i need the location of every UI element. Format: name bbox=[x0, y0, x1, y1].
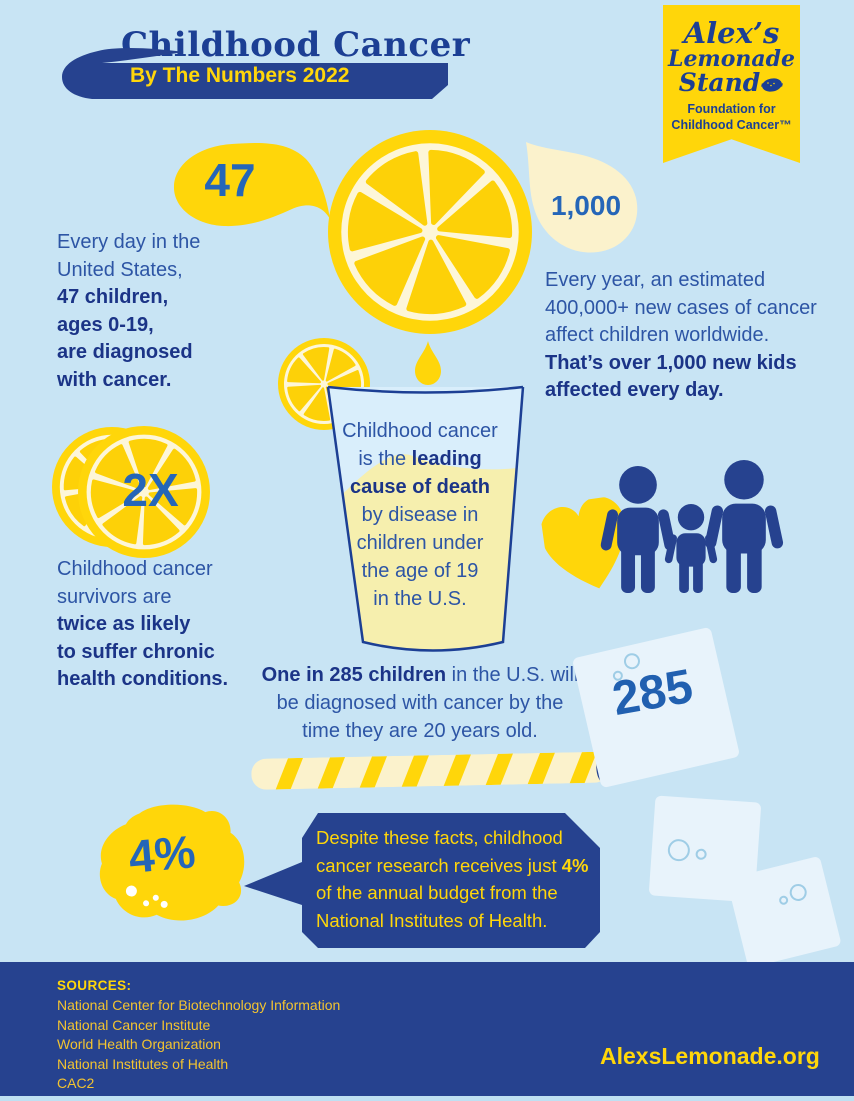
ice-cube-icon-285: 285 bbox=[571, 626, 741, 789]
bubble-icon bbox=[787, 882, 809, 903]
text-line: That’s over 1,000 new kids bbox=[545, 351, 797, 374]
text-line: 400,000+ new cases of cancer bbox=[545, 296, 817, 319]
text-line: with cancer. bbox=[57, 368, 172, 391]
text-line: National Cancer Institute bbox=[57, 1016, 211, 1033]
alexs-lemonade-stand-logo: Alex’s Lemonade Stand Foundation for Chi… bbox=[663, 5, 800, 163]
bottom-edge-strip bbox=[0, 1096, 854, 1101]
logo-sub-line2: Childhood Cancer™ bbox=[671, 117, 792, 132]
speech-bubble bbox=[244, 813, 600, 948]
drop-icon-1000 bbox=[526, 142, 638, 253]
lemonade-glass-icon bbox=[326, 385, 525, 652]
stat-47-number: 47 bbox=[204, 154, 256, 206]
text-line: ages 0-19, bbox=[57, 313, 154, 336]
glass-text: Childhood cancer is the leading cause of d… bbox=[322, 417, 518, 613]
page-title: Childhood Cancer bbox=[121, 25, 471, 65]
text-line: One in 285 children in the U.S. will bbox=[261, 664, 579, 686]
stat-4pct-number: 4% bbox=[126, 825, 198, 883]
lemon-slice-icon-large bbox=[328, 130, 532, 334]
stat-47-text: Every day in the United States, 47 childre… bbox=[57, 229, 297, 394]
logo-sub-line1: Foundation for bbox=[687, 102, 776, 116]
text-line: United States, bbox=[57, 258, 183, 281]
text-line: cancer research receives just 4% bbox=[316, 854, 589, 876]
text-line: affect children worldwide. bbox=[545, 324, 770, 346]
heart-icon bbox=[540, 496, 625, 589]
banner-swoosh bbox=[62, 48, 448, 99]
straw-icon bbox=[251, 751, 610, 790]
lemon-slice-icon-2x bbox=[52, 426, 210, 558]
text-line: cause of death bbox=[349, 476, 491, 498]
text-line: 47 children, bbox=[57, 286, 169, 308]
text-line: Every year, an estimated bbox=[545, 269, 766, 291]
sources-label: SOURCES: bbox=[57, 978, 132, 993]
lemon-icon-4pct bbox=[99, 804, 245, 921]
text-line: World Health Organization bbox=[57, 1036, 221, 1052]
text-line: Childhood cancer bbox=[342, 420, 498, 442]
text-line: survivors are bbox=[57, 585, 172, 608]
bubble-icon bbox=[667, 838, 691, 862]
bubble-text: Despite these facts, childhood cancer res… bbox=[316, 824, 594, 934]
text-line: twice as likely bbox=[57, 613, 191, 635]
stat-285-text: One in 285 children in the U.S. will be d… bbox=[250, 661, 590, 745]
bubble-icon bbox=[695, 848, 707, 861]
text-line: to suffer chronic bbox=[57, 640, 215, 663]
text-line: health conditions. bbox=[57, 668, 229, 690]
text-line: are diagnosed bbox=[57, 341, 193, 363]
footer-band bbox=[0, 962, 854, 1101]
text-line: children under bbox=[356, 532, 484, 554]
text-line: be diagnosed with cancer by the bbox=[276, 692, 564, 714]
text-line: Every day in the bbox=[57, 231, 201, 253]
logo-name-line1: Alex’s bbox=[683, 16, 780, 50]
stat-1000-text: Every year, an estimated 400,000+ new cas… bbox=[545, 267, 820, 405]
website-url: AlexsLemonade.org bbox=[600, 1043, 820, 1069]
text-line: by disease in bbox=[361, 504, 479, 526]
text-line: National Institutes of Health bbox=[57, 1055, 229, 1072]
stat-2x-number: 2X bbox=[122, 464, 179, 516]
bubble-icon bbox=[778, 894, 790, 906]
text-line: National Institutes of Health. bbox=[316, 909, 548, 931]
stat-1000-number: 1,000 bbox=[550, 190, 622, 221]
sources-list: National Center for Biotechnology Inform… bbox=[57, 996, 340, 1094]
text-line: the age of 19 bbox=[361, 560, 479, 582]
text-line: of the annual budget from the bbox=[316, 882, 558, 903]
family-figures-icon bbox=[600, 460, 784, 593]
text-line: National Center for Biotechnology Inform… bbox=[57, 997, 341, 1013]
stat-2x-text: Childhood cancer survivors are twice as li… bbox=[57, 556, 297, 694]
text-line: time they are 20 years old. bbox=[302, 720, 538, 742]
logo-name-line3: Stand bbox=[663, 70, 800, 95]
lemon-icon bbox=[761, 78, 784, 92]
text-line: Childhood cancer bbox=[57, 558, 213, 580]
logo-name-line2: Lemonade bbox=[667, 46, 796, 72]
stat-285-number: 285 bbox=[608, 659, 697, 726]
text-line: in the U.S. bbox=[373, 588, 467, 610]
text-line: Despite these facts, childhood bbox=[316, 827, 563, 848]
text-line: is the leading bbox=[358, 448, 482, 470]
drop-icon-47 bbox=[173, 142, 330, 227]
text-line: CAC2 bbox=[57, 1075, 95, 1091]
banner-subtitle: By The Numbers 2022 bbox=[130, 64, 350, 87]
droplet-icon bbox=[415, 341, 441, 385]
text-line: affected every day. bbox=[545, 379, 724, 401]
